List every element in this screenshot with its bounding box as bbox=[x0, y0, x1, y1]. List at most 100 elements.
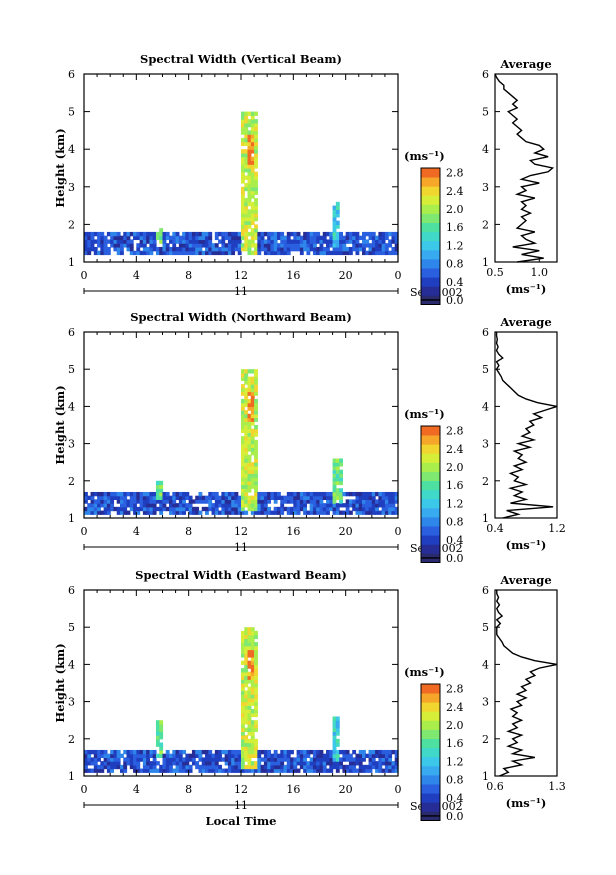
heatmap-cell bbox=[191, 510, 196, 515]
heatmap-cell bbox=[231, 506, 236, 512]
heatmap-cell bbox=[260, 235, 265, 241]
heatmap-cell bbox=[316, 753, 321, 758]
x-tick-label: 8 bbox=[185, 783, 192, 796]
heatmap-cell bbox=[241, 705, 245, 710]
heatmap-cell bbox=[234, 506, 239, 512]
heatmap-cell bbox=[113, 753, 118, 758]
heatmap-cell bbox=[254, 462, 258, 467]
heatmap-cell bbox=[378, 510, 383, 515]
colorbar-bin bbox=[421, 480, 440, 491]
heatmap-cell bbox=[100, 235, 105, 241]
heatmap-cell bbox=[110, 749, 115, 755]
heatmap-cell bbox=[100, 239, 105, 244]
heatmap-cell bbox=[335, 757, 340, 762]
heatmap-cell bbox=[355, 491, 360, 497]
heatmap-cell bbox=[394, 235, 399, 241]
heatmap-cell bbox=[129, 499, 134, 504]
heatmap-cell bbox=[221, 495, 226, 500]
heatmap-cell bbox=[218, 246, 222, 252]
heatmap-cell bbox=[234, 243, 239, 248]
heatmap-cell bbox=[231, 510, 236, 515]
chart-title: Spectral Width (Eastward Beam) bbox=[135, 568, 347, 582]
heatmap-cell bbox=[201, 749, 206, 755]
heatmap-cell bbox=[280, 768, 285, 773]
heatmap-cell bbox=[100, 753, 105, 758]
profile-y-tick-label: 1 bbox=[482, 256, 489, 269]
heatmap-cell bbox=[178, 749, 183, 755]
heatmap-cell bbox=[165, 243, 170, 248]
heatmap-cell bbox=[332, 213, 337, 218]
heatmap-cell bbox=[172, 243, 177, 248]
heatmap-cell bbox=[195, 235, 200, 241]
colorbar-label: 2.0 bbox=[446, 461, 464, 474]
heatmap-cell bbox=[241, 372, 245, 378]
heatmap-cell bbox=[119, 764, 124, 770]
heatmap-cell bbox=[165, 491, 170, 497]
heatmap-cell bbox=[352, 243, 357, 248]
heatmap-cell bbox=[241, 488, 245, 493]
heatmap-cell bbox=[129, 761, 134, 766]
profile-y-tick-label: 6 bbox=[482, 326, 489, 339]
x-tick-label: 0 bbox=[395, 525, 402, 538]
heatmap-cell bbox=[84, 764, 88, 770]
heatmap-cell bbox=[214, 499, 219, 504]
heatmap-cell bbox=[250, 768, 255, 773]
heatmap-cell bbox=[110, 499, 115, 504]
heatmap-cell bbox=[205, 761, 209, 766]
heatmap-cell bbox=[110, 231, 115, 237]
heatmap-cell bbox=[93, 239, 98, 244]
heatmap-cell bbox=[247, 164, 252, 169]
heatmap-cell bbox=[267, 243, 272, 248]
heatmap-cell bbox=[286, 250, 291, 256]
heatmap-cell bbox=[231, 235, 236, 241]
heatmap-cell bbox=[106, 246, 111, 252]
heatmap-cell bbox=[195, 231, 200, 237]
heatmap-cell bbox=[273, 235, 278, 241]
y-axis-label: Height (km) bbox=[53, 385, 67, 464]
colorbar-bin bbox=[421, 489, 440, 500]
heatmap-cell bbox=[254, 727, 258, 732]
heatmap-cell bbox=[355, 243, 360, 248]
heatmap-cell bbox=[254, 205, 258, 210]
heatmap-cell bbox=[254, 130, 258, 135]
heatmap-cell bbox=[224, 246, 229, 252]
heatmap-cell bbox=[169, 246, 173, 252]
heatmap-cell bbox=[375, 239, 379, 244]
heatmap-cell bbox=[296, 753, 301, 758]
profile-line bbox=[495, 332, 558, 519]
heatmap-cell bbox=[250, 410, 255, 415]
heatmap-cell bbox=[290, 761, 294, 766]
heatmap-cell bbox=[371, 499, 376, 504]
heatmap-cell bbox=[178, 491, 183, 497]
heatmap-cell bbox=[247, 638, 252, 643]
heatmap-cell bbox=[254, 228, 258, 233]
colorbar-label: 1.6 bbox=[446, 737, 464, 750]
heatmap-cell bbox=[221, 239, 226, 244]
heatmap-cell bbox=[211, 506, 216, 512]
heatmap-cell bbox=[375, 768, 379, 773]
heatmap-cell bbox=[250, 235, 255, 241]
heatmap-cell bbox=[152, 243, 157, 248]
heatmap-cell bbox=[332, 746, 337, 751]
heatmap-cell bbox=[182, 235, 186, 241]
heatmap-cell bbox=[182, 764, 186, 770]
heatmap-cell bbox=[296, 235, 301, 241]
heatmap-cell bbox=[244, 495, 249, 500]
heatmap-cell bbox=[142, 239, 147, 244]
heatmap-cell bbox=[90, 510, 95, 515]
heatmap-cell bbox=[319, 243, 324, 248]
heatmap-cell bbox=[254, 183, 258, 188]
heatmap-cell bbox=[227, 246, 232, 252]
heatmap-cell bbox=[254, 694, 258, 699]
heatmap-cell bbox=[352, 235, 357, 241]
heatmap-cell bbox=[312, 250, 317, 256]
heatmap-cell bbox=[119, 246, 124, 252]
heatmap-cell bbox=[316, 510, 321, 515]
heatmap-cell bbox=[100, 246, 105, 252]
heatmap-cell bbox=[87, 246, 92, 252]
heatmap-cell bbox=[247, 398, 252, 404]
heatmap-cell bbox=[247, 156, 252, 162]
heatmap-cell bbox=[214, 495, 219, 500]
heatmap-cell bbox=[342, 768, 347, 773]
colorbar-bin bbox=[421, 259, 440, 269]
